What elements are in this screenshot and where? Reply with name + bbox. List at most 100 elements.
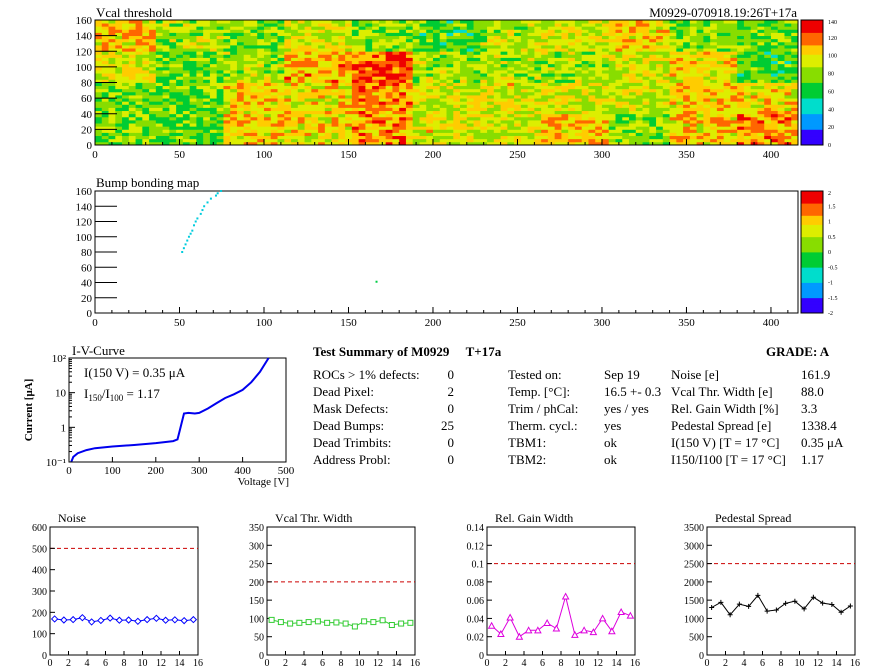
heat-cell [243, 54, 251, 58]
heat-cell [182, 20, 191, 24]
heat-cell [189, 73, 197, 77]
heat-cell [324, 116, 332, 121]
heat-cell [723, 123, 731, 127]
heat-cell [493, 79, 501, 83]
heat-cell [439, 35, 447, 40]
heat-cell [487, 54, 495, 58]
heat-cell [487, 51, 495, 55]
heat-cell [270, 110, 278, 115]
heat-cell [534, 132, 542, 137]
heat-cell [135, 20, 143, 24]
heat-cell [716, 76, 725, 80]
heat-cell [649, 98, 657, 102]
heat-cell [784, 98, 792, 102]
heat-cell [338, 35, 346, 40]
heat-cell [595, 138, 603, 143]
heat-cell [365, 32, 373, 37]
heat-cell [324, 91, 332, 96]
heat-cell [460, 82, 468, 87]
heat-cell [318, 135, 326, 140]
heat-cell [588, 126, 596, 130]
heat-cell [142, 73, 150, 77]
heat-cell [487, 35, 495, 40]
heat-cell [338, 70, 346, 74]
heat-cell [358, 113, 366, 118]
heat-cell [737, 126, 745, 130]
heat-cell [710, 116, 718, 121]
heat-cell [480, 138, 488, 143]
heat-cell [676, 113, 684, 118]
gain-width-plot: Rel. Gain Width00.020.040.060.080.10.120… [467, 511, 641, 669]
heat-cell [392, 85, 400, 90]
heat-cell [460, 110, 468, 115]
heat-cell [656, 45, 664, 49]
heat-cell [257, 57, 265, 62]
heat-cell [189, 66, 197, 71]
heat-cell [493, 141, 501, 146]
heat-cell [263, 41, 272, 46]
heat-cell [507, 141, 515, 146]
heat-cell [277, 123, 285, 127]
heat-cell [365, 132, 373, 137]
heat-cell [358, 48, 366, 52]
heat-cell [257, 104, 265, 108]
heat-cell [487, 63, 495, 68]
heat-cell [791, 70, 799, 74]
heat-cell [487, 41, 495, 46]
heat-cell [412, 101, 420, 105]
heat-cell [527, 48, 535, 52]
heat-cell [230, 116, 238, 121]
heat-cell [453, 123, 461, 127]
heat-cell [460, 51, 468, 55]
heat-cell [446, 54, 454, 58]
heat-cell [243, 104, 251, 108]
heat-cell [405, 95, 414, 99]
heat-cell [297, 57, 305, 62]
heat-cell [716, 82, 725, 87]
heat-cell [662, 60, 670, 65]
heat-cell [155, 26, 163, 30]
heat-cell [676, 129, 684, 133]
heat-cell [270, 63, 278, 68]
heat-cell [331, 54, 339, 58]
heat-cell [439, 95, 447, 99]
heat-cell [162, 60, 170, 65]
y-tick-label: 20 [81, 124, 93, 136]
heat-cell [568, 88, 576, 93]
heat-cell [723, 48, 731, 52]
heat-cell [284, 60, 292, 65]
heat-cell [547, 26, 556, 30]
heat-cell [635, 138, 643, 143]
heat-cell [777, 85, 785, 90]
heat-cell [527, 120, 535, 124]
heat-cell [135, 70, 143, 74]
heat-cell [324, 48, 332, 52]
heat-cell [601, 41, 610, 46]
y-tick-label: 60 [81, 93, 93, 105]
heat-cell [764, 35, 772, 40]
heat-cell [176, 70, 184, 74]
heat-cell [764, 48, 772, 52]
heat-cell [419, 76, 427, 80]
heat-cell [358, 107, 366, 112]
heat-cell [601, 76, 610, 80]
heat-cell [703, 85, 711, 90]
heat-cell [392, 123, 400, 127]
heat-cell [527, 57, 535, 62]
heat-cell [182, 104, 191, 108]
heat-cell [405, 91, 414, 96]
heat-cell [784, 91, 792, 96]
heat-cell [250, 41, 258, 46]
heat-cell [284, 129, 292, 133]
heat-cell [581, 29, 589, 33]
heat-cell [716, 26, 725, 30]
heat-cell [574, 79, 583, 83]
heat-cell [737, 88, 745, 93]
heat-cell [169, 110, 177, 115]
heat-cell [419, 45, 427, 49]
heat-cell [777, 32, 785, 37]
heat-cell [743, 54, 752, 58]
heat-cell [683, 113, 691, 118]
heat-cell [601, 132, 610, 137]
heat-cell [203, 63, 211, 68]
